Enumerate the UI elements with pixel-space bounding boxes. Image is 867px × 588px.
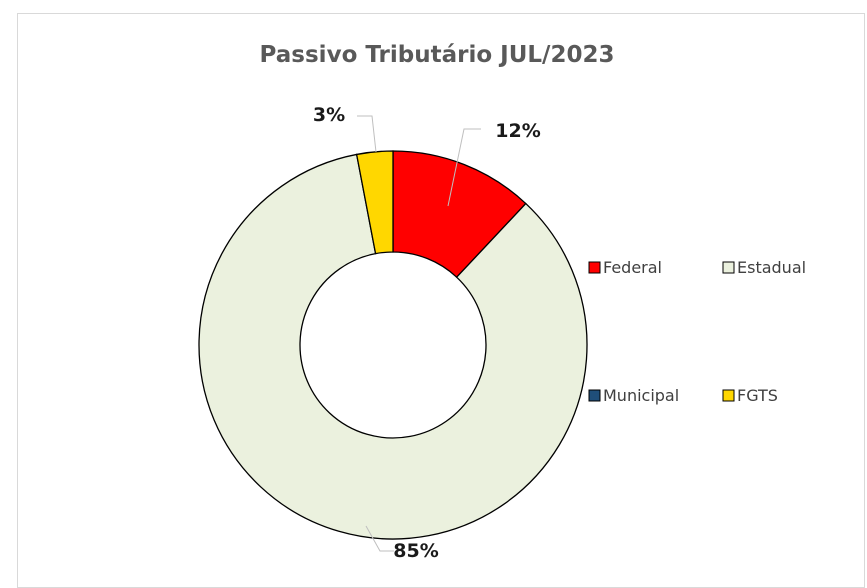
slice-fgts	[355, 150, 394, 255]
legend-swatch-municipal	[588, 389, 601, 402]
slices-layer	[198, 150, 588, 540]
chart-title: Passivo Tributário JUL/2023	[260, 42, 615, 68]
data-label-federal: 12%	[495, 120, 540, 142]
legend-item-fgts: FGTS	[722, 386, 778, 405]
data-label-fgts: 3%	[313, 104, 345, 126]
legend-item-estadual: Estadual	[722, 258, 806, 277]
legend-swatch-federal	[588, 261, 601, 274]
legend-item-municipal: Municipal	[588, 386, 679, 405]
legend-item-federal: Federal	[588, 258, 662, 277]
legend-swatch-estadual	[722, 261, 735, 274]
slice-estadual	[198, 153, 588, 540]
data-labels: 12% 85% 3%	[313, 104, 541, 562]
legend-label-estadual: Estadual	[737, 258, 806, 277]
legend-label-municipal: Municipal	[603, 386, 679, 405]
legend: Federal Estadual Municipal FGTS	[588, 258, 806, 405]
leader-line-fgts	[357, 115, 377, 153]
leader-line-estadual	[365, 525, 394, 552]
data-label-estadual: 85%	[393, 540, 438, 562]
legend-label-federal: Federal	[603, 258, 662, 277]
leader-line-federal	[447, 128, 481, 207]
leader-lines	[357, 115, 481, 552]
legend-swatch-fgts	[722, 389, 735, 402]
legend-label-fgts: FGTS	[737, 386, 778, 405]
